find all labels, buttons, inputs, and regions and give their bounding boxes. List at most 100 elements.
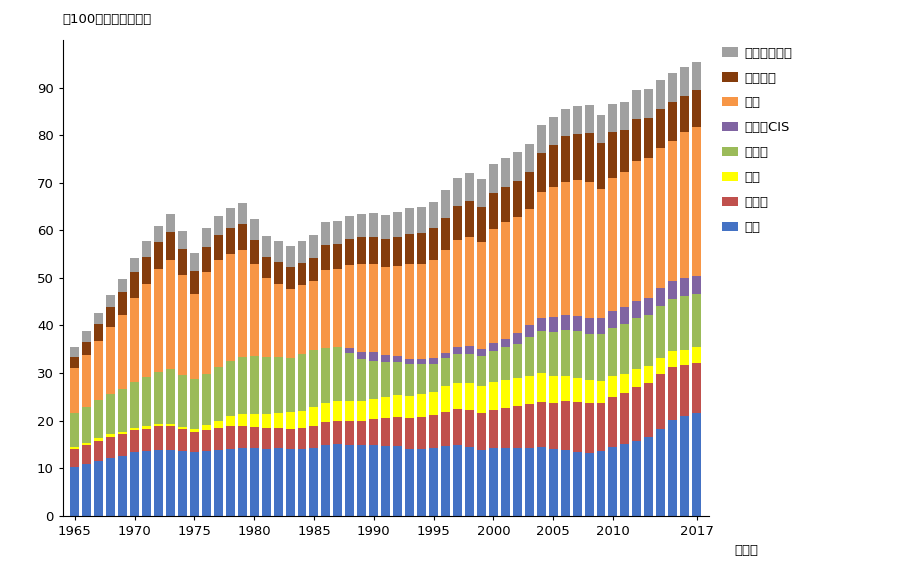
Bar xyxy=(262,236,271,257)
Bar xyxy=(621,130,630,172)
Bar xyxy=(608,311,617,328)
Bar xyxy=(572,378,581,402)
Bar xyxy=(465,173,474,201)
Bar xyxy=(83,342,91,355)
Bar xyxy=(106,434,115,437)
Bar xyxy=(561,376,570,401)
Bar xyxy=(477,242,486,349)
Bar xyxy=(668,351,677,367)
Bar xyxy=(70,447,79,449)
Bar xyxy=(668,281,677,299)
Bar xyxy=(70,347,79,357)
Bar xyxy=(142,426,151,429)
Bar xyxy=(190,453,199,516)
Bar xyxy=(536,318,545,331)
Bar xyxy=(692,276,701,294)
Bar xyxy=(334,347,343,401)
Bar xyxy=(70,368,79,414)
Bar xyxy=(513,152,522,181)
Bar xyxy=(477,179,486,207)
Bar xyxy=(453,347,462,354)
Bar xyxy=(142,241,151,257)
Bar xyxy=(536,192,545,318)
Bar xyxy=(692,61,701,90)
Bar xyxy=(632,369,641,387)
Bar xyxy=(477,450,486,516)
Bar xyxy=(429,260,438,358)
Bar xyxy=(513,378,522,406)
Bar xyxy=(465,447,474,516)
Bar xyxy=(585,333,594,380)
Bar xyxy=(166,424,175,426)
Bar xyxy=(489,382,498,410)
Bar xyxy=(453,178,462,206)
Bar xyxy=(621,102,630,130)
Bar xyxy=(477,349,486,356)
Bar xyxy=(238,448,247,516)
Bar xyxy=(644,383,653,437)
Bar xyxy=(274,284,283,358)
Bar xyxy=(536,402,545,447)
Bar xyxy=(106,295,115,307)
Bar xyxy=(321,403,330,422)
Bar xyxy=(83,445,91,464)
Bar xyxy=(202,374,211,425)
Bar xyxy=(405,264,414,359)
Bar xyxy=(657,288,666,306)
Bar xyxy=(130,299,139,382)
Bar xyxy=(178,429,187,451)
Bar xyxy=(393,446,402,516)
Bar xyxy=(549,117,558,145)
Bar xyxy=(585,380,594,403)
Bar xyxy=(513,333,522,344)
Bar xyxy=(357,352,366,359)
Bar xyxy=(597,402,605,450)
Bar xyxy=(381,267,390,355)
Bar xyxy=(118,388,127,431)
Bar xyxy=(405,396,414,418)
Bar xyxy=(585,105,594,134)
Bar xyxy=(70,449,79,467)
Bar xyxy=(429,202,438,229)
Bar xyxy=(202,228,211,247)
Bar xyxy=(274,413,283,428)
Bar xyxy=(142,257,151,284)
Bar xyxy=(525,325,534,337)
Bar xyxy=(166,231,175,260)
Bar xyxy=(298,354,307,411)
Bar xyxy=(621,445,630,516)
Bar xyxy=(370,419,379,445)
Bar xyxy=(118,292,127,315)
Bar xyxy=(130,258,139,272)
Bar xyxy=(357,237,366,264)
Bar xyxy=(501,408,509,448)
Bar xyxy=(632,161,641,301)
Bar xyxy=(106,394,115,434)
Bar xyxy=(118,431,127,434)
Bar xyxy=(477,356,486,386)
Bar xyxy=(178,249,187,275)
Bar xyxy=(345,348,354,353)
Bar xyxy=(429,448,438,516)
Bar xyxy=(513,344,522,378)
Bar xyxy=(118,456,127,516)
Bar xyxy=(393,417,402,446)
Bar xyxy=(94,441,103,461)
Bar xyxy=(680,278,689,296)
Bar xyxy=(83,464,91,516)
Bar xyxy=(381,362,390,397)
Bar xyxy=(657,306,666,358)
Bar xyxy=(525,172,534,209)
Bar xyxy=(381,355,390,362)
Bar xyxy=(608,178,617,311)
Bar xyxy=(154,269,163,372)
Bar xyxy=(118,279,127,292)
Bar xyxy=(644,158,653,298)
Bar xyxy=(130,453,139,516)
Bar xyxy=(118,315,127,388)
Bar xyxy=(549,376,558,402)
Bar xyxy=(154,242,163,269)
Bar xyxy=(345,240,354,265)
Bar xyxy=(262,257,271,278)
Bar xyxy=(608,132,617,178)
